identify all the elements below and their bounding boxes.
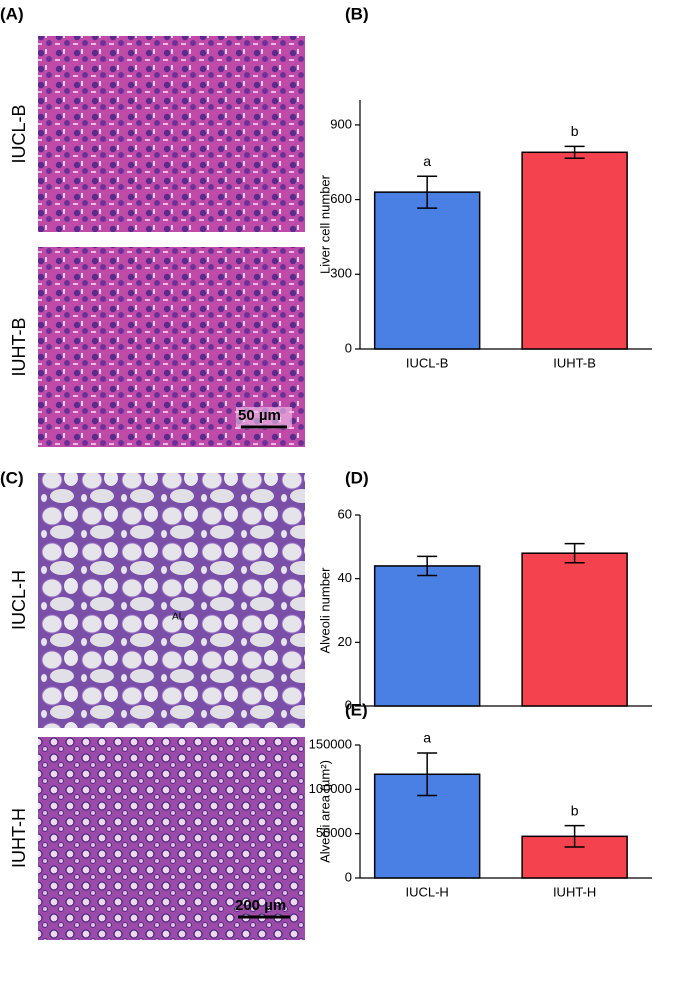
scale-label: 200 µm	[235, 897, 286, 914]
significance-label: b	[571, 802, 579, 818]
error-bar	[564, 542, 585, 564]
significance-label: a	[423, 730, 431, 746]
y-tick-label: 0	[345, 869, 352, 884]
error-bar	[564, 824, 585, 848]
bar	[521, 552, 628, 707]
x-tick-label: IUCL-H	[405, 884, 448, 899]
image-label: IUHT-B	[9, 317, 29, 376]
x-tick-label: IUHT-H	[553, 884, 596, 899]
y-tick-label: 60	[338, 506, 352, 521]
panel-label: (A)	[0, 4, 24, 23]
error-bar	[417, 752, 438, 797]
scale-bg	[236, 407, 292, 429]
error-bar	[417, 175, 438, 209]
panel-label: (B)	[345, 4, 369, 23]
y-tick-label: 150000	[309, 736, 352, 751]
y-tick-label: 300	[330, 266, 352, 281]
image-label: IUCL-B	[9, 104, 29, 163]
y-tick-label: 0	[345, 697, 352, 712]
y-axis-label: Alveoli number	[317, 567, 332, 654]
y-tick-label: 50000	[316, 825, 352, 840]
y-tick-label: 600	[330, 191, 352, 206]
bar	[373, 565, 481, 707]
scale-label: 50 µm	[238, 407, 281, 424]
y-tick-label: 900	[330, 116, 352, 131]
y-tick-label: 40	[338, 570, 352, 585]
bar	[521, 151, 628, 350]
micrograph	[38, 473, 305, 728]
y-tick-label: 100000	[309, 781, 352, 796]
panel-label: (E)	[345, 700, 368, 719]
error-bar	[564, 145, 585, 160]
error-bar	[417, 555, 438, 577]
bar	[373, 191, 481, 350]
y-axis-label: Alveoli area (µm²)	[317, 760, 332, 863]
micrograph	[38, 36, 305, 232]
x-tick-label: IUCL-B	[406, 355, 449, 370]
significance-label: a	[423, 153, 431, 169]
x-tick-label: IUHT-B	[553, 355, 596, 370]
panel-label: (C)	[0, 468, 24, 487]
y-tick-label: 0	[345, 340, 352, 355]
y-axis-label: Liver cell number	[317, 174, 332, 274]
y-tick-label: 20	[338, 634, 352, 649]
image-label: IUCL-H	[9, 570, 29, 630]
significance-label: b	[571, 123, 579, 139]
image-label: IUHT-H	[9, 808, 29, 868]
panel-label: (D)	[345, 468, 369, 487]
marker-label: AL	[172, 612, 185, 623]
micrograph	[38, 737, 305, 940]
